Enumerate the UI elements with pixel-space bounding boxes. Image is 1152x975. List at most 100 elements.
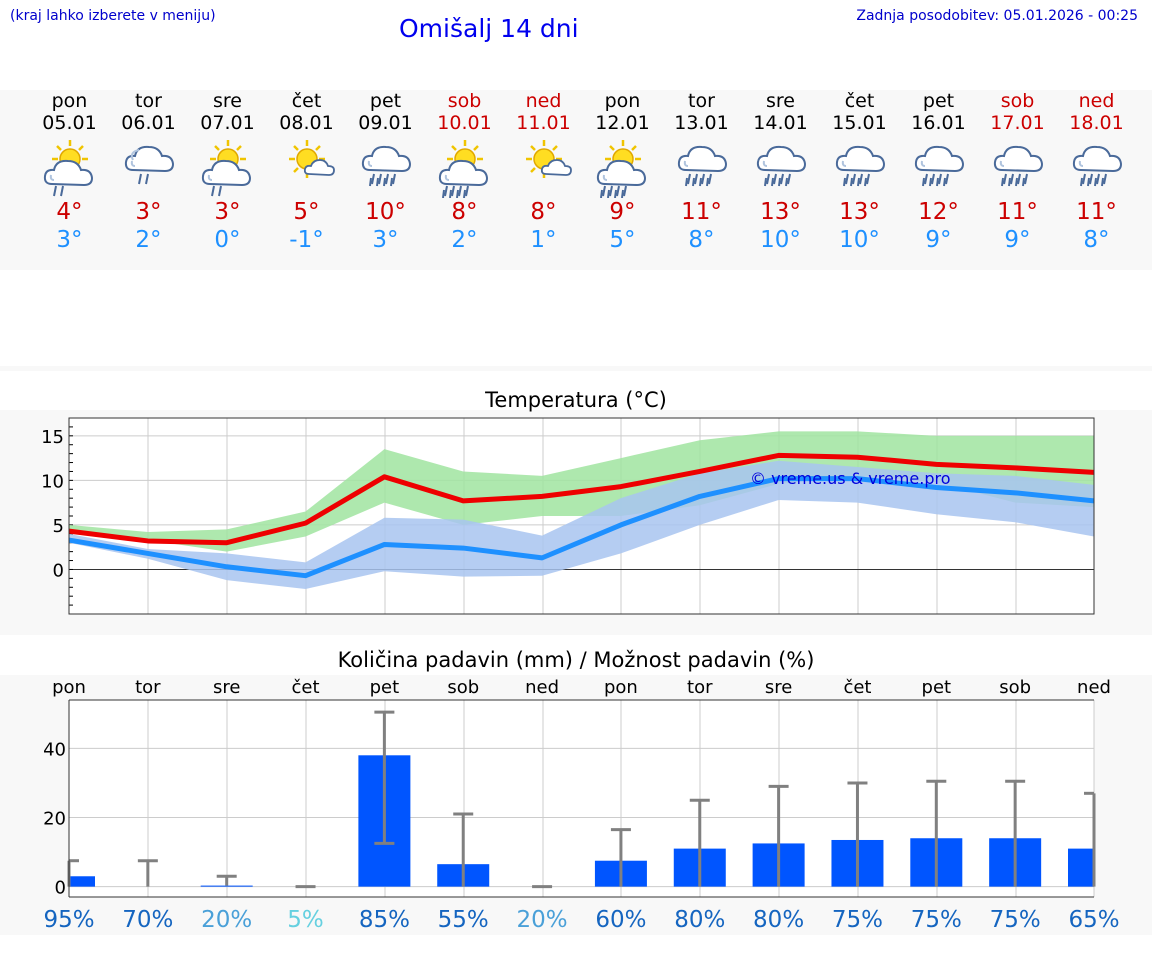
- separator-band: [0, 366, 1152, 371]
- precip-probability: 95%: [43, 907, 94, 933]
- daily-forecast-strip: [0, 90, 1152, 270]
- day-name: tor: [688, 90, 715, 112]
- sun-cloud-rain-icon: [43, 140, 93, 197]
- watermark: © vreme.us & vreme.pro: [750, 469, 951, 488]
- precip-probability: 85%: [359, 907, 410, 933]
- day-date: 06.01: [121, 112, 176, 134]
- category-label: pon: [52, 677, 86, 698]
- max-temp: 5°: [293, 199, 320, 225]
- day-name: čet: [291, 90, 322, 112]
- max-temp: 13°: [839, 199, 880, 225]
- day-name: sob: [447, 90, 482, 112]
- day-name: ned: [525, 90, 562, 112]
- precip-probability: 75%: [911, 907, 962, 933]
- max-temp: 11°: [997, 199, 1038, 225]
- day-column: ned 18.01 11° 8°: [1057, 90, 1136, 254]
- day-name: pon: [51, 90, 88, 112]
- temperature-chart: 15 10 5 0 © vreme.us & vreme.pro: [41, 417, 1095, 615]
- sun-small-cloud-icon: [288, 140, 335, 178]
- y-tick-label: 5: [53, 516, 64, 537]
- category-label: čet: [292, 677, 320, 698]
- cloud-heavy-rain-icon: [756, 145, 806, 187]
- precip-probability: 65%: [1068, 907, 1119, 933]
- day-date: 13.01: [674, 112, 729, 134]
- last-updated: Zadnja posodobitev: 05.01.2026 - 00:25: [856, 8, 1138, 24]
- min-temp: 5°: [609, 227, 636, 253]
- day-name: sre: [766, 90, 795, 112]
- day-column: pon 05.01 4° 3°: [30, 90, 109, 254]
- y-tick-label: 0: [55, 878, 66, 899]
- category-label: sob: [999, 677, 1031, 698]
- day-name: pet: [369, 90, 402, 112]
- sun-cloud-heavy-rain-icon: [596, 140, 646, 198]
- location-hint: (kraj lahko izberete v meniju): [10, 8, 216, 24]
- sun-cloud-rain-icon: [201, 140, 251, 197]
- precip-probability: 70%: [122, 907, 173, 933]
- precip-probability: 20%: [517, 907, 568, 933]
- precip-bar: [1068, 848, 1094, 887]
- day-date: 12.01: [595, 112, 650, 134]
- precip-probability: 20%: [201, 907, 252, 933]
- category-label: pet: [370, 677, 400, 698]
- day-date: 07.01: [200, 112, 255, 134]
- day-date: 18.01: [1069, 112, 1124, 134]
- max-temp: 11°: [1076, 199, 1117, 225]
- max-temp: 3°: [135, 199, 162, 225]
- day-date: 14.01: [753, 112, 808, 134]
- category-label: sre: [213, 677, 240, 698]
- min-temp: 8°: [688, 227, 715, 253]
- day-date: 10.01: [437, 112, 492, 134]
- max-temp: 4°: [56, 199, 83, 225]
- day-name: sob: [1000, 90, 1035, 112]
- sun-small-cloud-icon: [525, 140, 572, 178]
- day-name: pon: [604, 90, 641, 112]
- day-date: 09.01: [358, 112, 413, 134]
- min-temp: 2°: [135, 227, 162, 253]
- min-temp: 8°: [1083, 227, 1110, 253]
- precip-bar: [200, 885, 253, 887]
- sun-cloud-heavy-rain-icon: [438, 140, 488, 198]
- day-column: pon 12.01 9° 5°: [583, 90, 662, 254]
- category-label: pon: [604, 677, 638, 698]
- max-temp: 8°: [530, 199, 557, 225]
- min-temp-line: [68, 476, 1095, 579]
- cloud-heavy-rain-icon: [993, 145, 1043, 187]
- day-name: tor: [135, 90, 162, 112]
- cloud-heavy-rain-icon: [361, 145, 411, 187]
- precip-probability: 80%: [674, 907, 725, 933]
- day-date: 17.01: [990, 112, 1045, 134]
- day-column: tor 13.01 11° 8°: [662, 90, 741, 254]
- day-column: sob 10.01 8° 2°: [425, 90, 504, 254]
- page-title: Omišalj 14 dni: [399, 14, 579, 43]
- day-column: sob 17.01 11° 9°: [978, 90, 1057, 254]
- min-temp: 0°: [214, 227, 241, 253]
- min-range-band: [69, 460, 1094, 590]
- category-label: ned: [525, 677, 559, 698]
- day-date: 15.01: [832, 112, 887, 134]
- plot-frame: [68, 417, 1095, 615]
- category-label: čet: [843, 677, 871, 698]
- min-temp: 3°: [56, 227, 83, 253]
- day-date: 05.01: [42, 112, 97, 134]
- day-column: tor 06.01 3° 2°: [109, 90, 188, 254]
- category-label: tor: [687, 677, 713, 698]
- y-tick-label: 15: [41, 427, 64, 448]
- day-date: 16.01: [911, 112, 966, 134]
- day-column: čet 08.01 5° -1°: [267, 90, 346, 254]
- min-temp: 10°: [760, 227, 801, 253]
- category-label: pet: [922, 677, 952, 698]
- day-column: sre 14.01 13° 10°: [741, 90, 820, 254]
- precipitation-chart-title: Količina padavin (mm) / Možnost padavin …: [337, 648, 815, 672]
- category-label: sre: [765, 677, 792, 698]
- precip-probability: 75%: [990, 907, 1041, 933]
- y-tick-label: 20: [43, 809, 66, 830]
- cloud-heavy-rain-icon: [677, 145, 727, 187]
- max-temp: 11°: [681, 199, 722, 225]
- day-name: čet: [844, 90, 875, 112]
- min-temp: 9°: [1004, 227, 1031, 253]
- day-column: sre 07.01 3° 0°: [188, 90, 267, 254]
- max-temp: 12°: [918, 199, 959, 225]
- min-temp: 3°: [372, 227, 399, 253]
- day-column: ned 11.01 8° 1°: [504, 90, 583, 254]
- y-tick-label: 0: [53, 560, 64, 581]
